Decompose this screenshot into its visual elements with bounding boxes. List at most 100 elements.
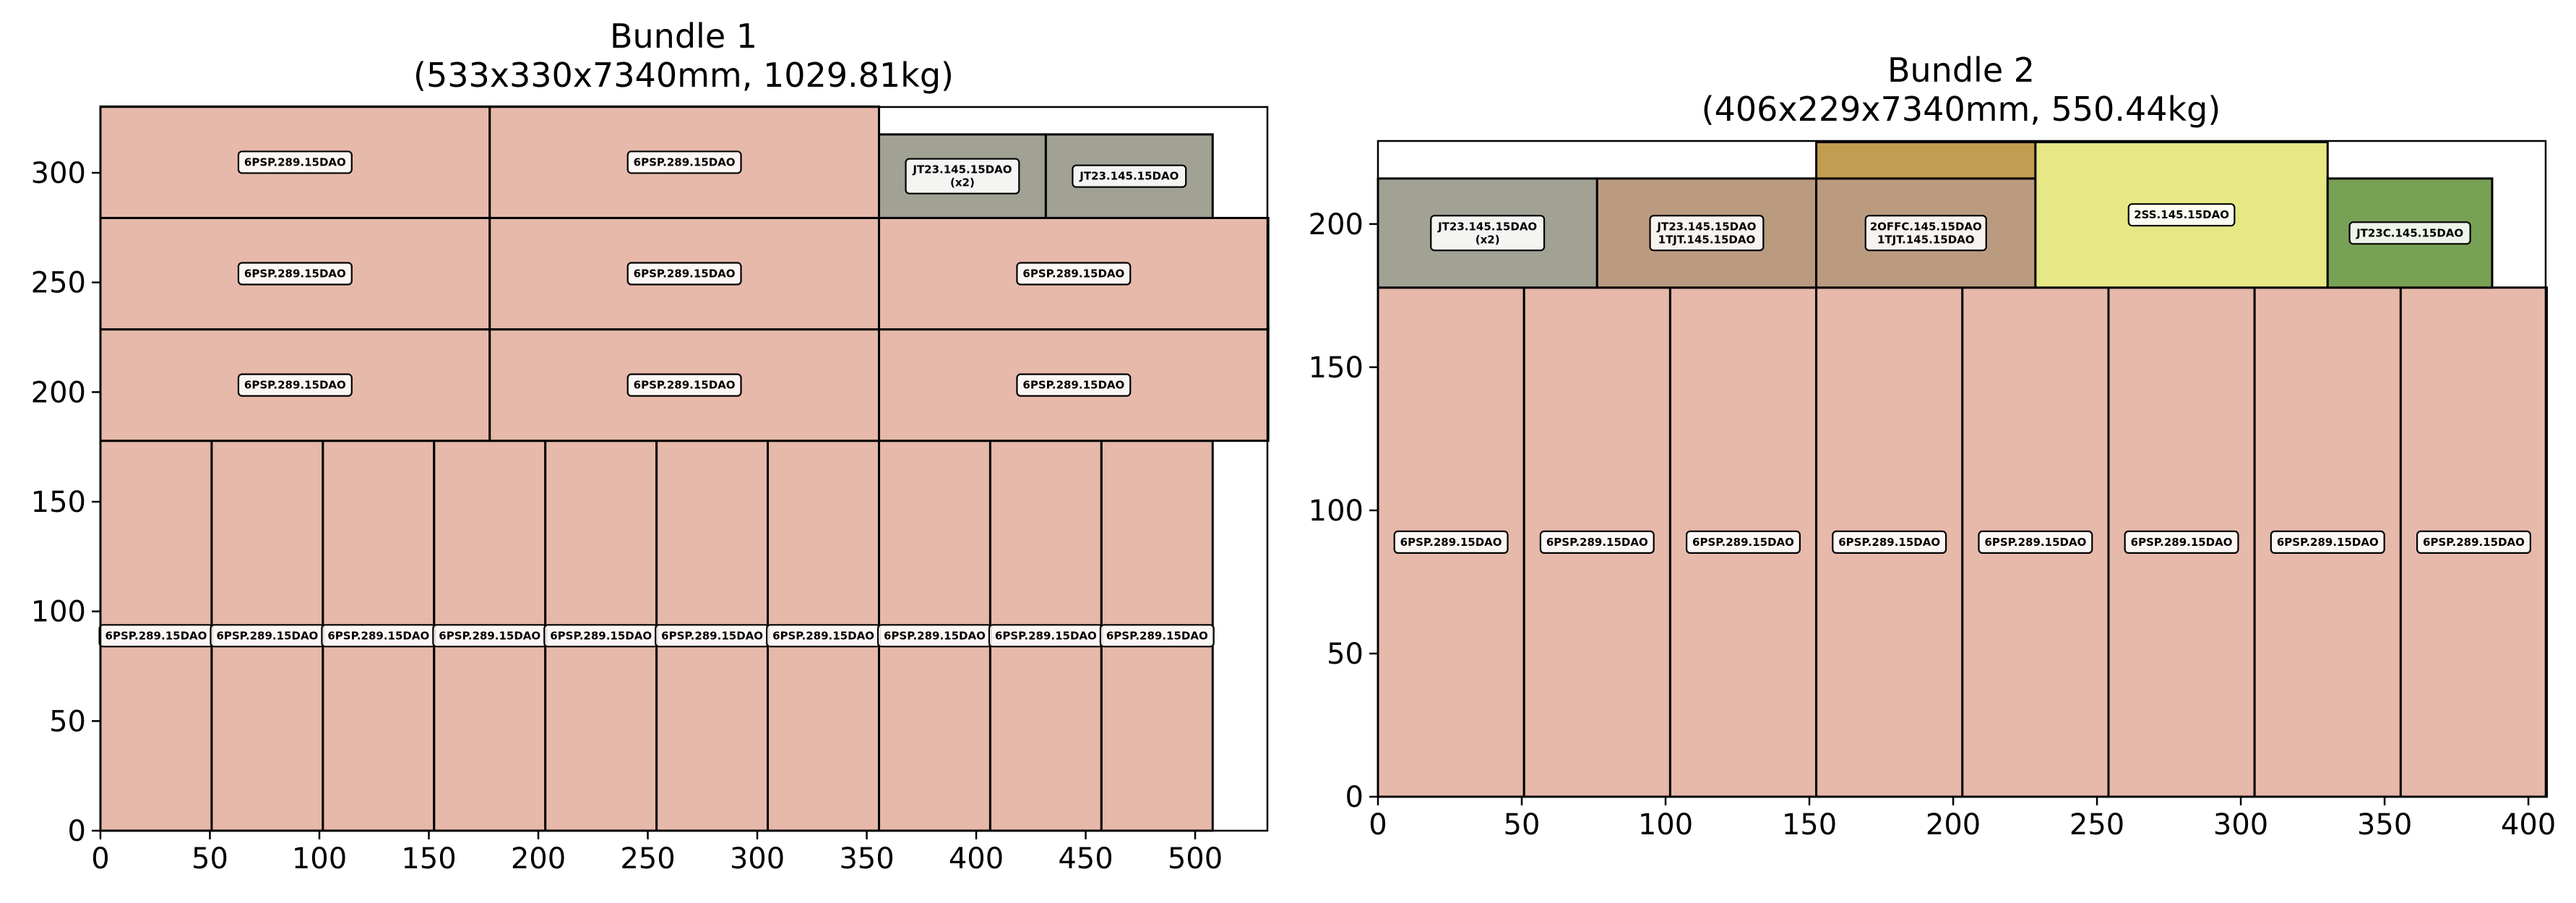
x-tick-label: 350 [2357, 808, 2412, 842]
package-label-box [1016, 373, 1132, 397]
bundle-1-package-labels: 6PSP.289.15DAO 6PSP.289.15DAO 6PSP.289.15D… [98, 150, 1215, 648]
package-label-text: 6PSP.289.15DAO [2423, 536, 2525, 549]
package-label-text: 6PSP.289.15DAO [634, 379, 736, 392]
package-label-box [237, 150, 353, 174]
package-label: 6PSP.289.15DAO [1099, 624, 1215, 648]
package-label: 6PSP.289.15DAO [988, 624, 1103, 648]
package-label-box [626, 262, 742, 286]
package-label-text: 6PSP.289.15DAO [1022, 268, 1124, 281]
x-tick-label: 200 [1926, 808, 1981, 842]
package-label-box [626, 150, 742, 174]
package-label-box [1072, 164, 1187, 188]
package-label-box [1978, 530, 2093, 554]
package-label-text: 6PSP.289.15DAO [1400, 536, 1502, 549]
package-label-box [237, 262, 353, 286]
package-label-box [1539, 530, 1655, 554]
y-tick-label: 200 [1309, 208, 1364, 241]
bundle-1-y-axis: 0 50 100 150 200 250 300 [31, 157, 100, 848]
package-label: 6PSP.289.15DAO [210, 624, 325, 648]
bundle-2-package-labels: 6PSP.289.15DAO 6PSP.289.15DAO 6PSP.289.15D… [1393, 203, 2531, 554]
x-tick-label: 50 [1504, 808, 1541, 842]
package-label-text: 6PSP.289.15DAO [1692, 536, 1794, 549]
x-tick-label: 150 [401, 842, 456, 876]
package-label-text: 6PSP.289.15DAO [772, 629, 874, 642]
x-tick-label: 250 [2069, 808, 2124, 842]
package-label-box [1099, 624, 1215, 648]
x-tick-label: 400 [949, 842, 1004, 876]
package-label: 6PSP.289.15DAO [1016, 262, 1132, 286]
package-label-text: 6PSP.289.15DAO [661, 629, 763, 642]
package-label: JT23.145.15DAO(x2) [905, 158, 1020, 194]
package-label: 6PSP.289.15DAO [1978, 530, 2093, 554]
package-label-text: 6PSP.289.15DAO [634, 155, 736, 168]
package-label-text: 6PSP.289.15DAO [2277, 536, 2379, 549]
package-label-box [1685, 530, 1801, 554]
package-label: 6PSP.289.15DAO [626, 262, 742, 286]
package-label-box [1016, 262, 1132, 286]
bundle-1-packages [99, 105, 1270, 832]
package-label-text: (x2) [950, 176, 975, 189]
package-label-box [1393, 530, 1509, 554]
bundle-2-title: Bundle 2 [1887, 51, 2035, 90]
package-label-box [1649, 215, 1765, 252]
y-tick-label: 300 [31, 157, 86, 190]
x-tick-label: 200 [511, 842, 566, 876]
bundle-1-subtitle: (533x330x7340mm, 1029.81kg) [413, 56, 954, 95]
bundle-1-axes-frame [99, 106, 1269, 832]
bundle-2-x-axis: 0 50 100 150 200 250 300 350 400 [1369, 797, 2556, 842]
package-label: 6PSP.289.15DAO [2270, 530, 2385, 554]
package-label-box [1832, 530, 1947, 554]
package-rect [1815, 141, 2037, 180]
package-label: 6PSP.289.15DAO [237, 150, 353, 174]
y-tick-label: 150 [31, 486, 86, 519]
package-label: 6PSP.289.15DAO [237, 373, 353, 397]
package-label: 6PSP.289.15DAO [1393, 530, 1509, 554]
package-label: JT23C.145.15DAO [2348, 221, 2471, 245]
package-label-text: 6PSP.289.15DAO [550, 629, 652, 642]
package-label: JT23.145.15DAO(x2) [1430, 215, 1546, 252]
package-label-text: 6PSP.289.15DAO [439, 629, 540, 642]
package-label-text: 2OFFC.145.15DAO [1870, 220, 1982, 233]
y-tick-label: 100 [31, 596, 86, 629]
y-tick-label: 200 [31, 376, 86, 409]
bundle-1-panel: Bundle 1 (533x330x7340mm, 1029.81kg) 6PS… [31, 17, 1270, 876]
package-label: 6PSP.289.15DAO [1685, 530, 1801, 554]
bundle-2-axes-frame [1377, 140, 2547, 798]
package-label: 6PSP.289.15DAO [626, 150, 742, 174]
package-label-text: 1TJT.145.15DAO [1877, 233, 1975, 246]
package-label-box [2127, 203, 2236, 227]
package-label-text: 6PSP.289.15DAO [2131, 536, 2233, 549]
package-label: 6PSP.289.15DAO [655, 624, 770, 648]
y-tick-label: 50 [49, 705, 86, 738]
x-tick-label: 500 [1168, 842, 1223, 876]
package-label-text: 6PSP.289.15DAO [327, 629, 429, 642]
bundle-2-subtitle: (406x229x7340mm, 550.44kg) [1702, 90, 2221, 129]
y-tick-label: 50 [1327, 638, 1364, 671]
package-label-box [1864, 215, 1987, 252]
package-label: 6PSP.289.15DAO [432, 624, 548, 648]
x-tick-label: 400 [2501, 808, 2556, 842]
x-tick-label: 300 [2213, 808, 2268, 842]
x-tick-label: 100 [292, 842, 347, 876]
package-label-box [2348, 221, 2471, 245]
y-tick-label: 250 [31, 267, 86, 300]
package-label-text: 6PSP.289.15DAO [244, 155, 346, 168]
package-label-box [1430, 215, 1546, 252]
bundle-2-y-axis: 0 50 100 150 200 [1309, 208, 1378, 814]
package-label-text: 6PSP.289.15DAO [1546, 536, 1648, 549]
x-tick-label: 50 [191, 842, 228, 876]
package-label-text: 6PSP.289.15DAO [216, 629, 318, 642]
bundle-2-panel: Bundle 2 (406x229x7340mm, 550.44kg) 6PSP… [1309, 51, 2556, 842]
x-tick-label: 300 [730, 842, 785, 876]
package-label-text: JT23.145.15DAO [1437, 220, 1537, 233]
x-tick-label: 0 [91, 842, 109, 876]
package-label-text: 6PSP.289.15DAO [884, 629, 986, 642]
package-label-box [905, 158, 1020, 194]
package-label: 6PSP.289.15DAO [321, 624, 436, 648]
x-tick-label: 250 [620, 842, 675, 876]
y-tick-label: 100 [1309, 495, 1364, 528]
x-tick-label: 350 [839, 842, 894, 876]
package-label: 6PSP.289.15DAO [237, 262, 353, 286]
